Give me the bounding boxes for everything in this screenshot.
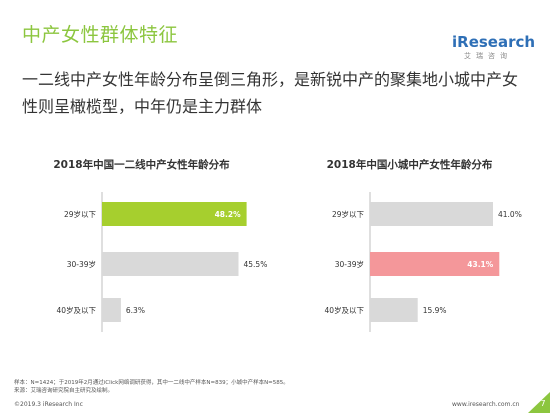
iresearch-logo: iResearch 艾瑞咨询: [452, 33, 536, 73]
slide-title: 中产女性群体特征: [22, 24, 179, 46]
category-label: 40岁及以下: [56, 305, 96, 315]
footnote: 样本：N=1424；于2019年2月通过iClick网络调研获得，其中一二线中产…: [14, 379, 289, 395]
bar-40岁及以下: [370, 298, 418, 322]
chart-tier1-age-distribution: 2018年中国一二线中产女性年龄分布 29岁以下 48.2% 30-39岁 45.5%…: [14, 157, 269, 357]
category-label: 40岁及以下: [324, 305, 364, 315]
logo-subtext: 艾瑞咨询: [464, 52, 512, 60]
slide-subtitle: 一二线中产女性年龄分布呈倒三角形，是新锐中产的聚集地小城中产女性则呈橄榄型，中年…: [22, 70, 519, 116]
category-label: 29岁以下: [332, 209, 365, 219]
value-label: 15.9%: [423, 306, 447, 315]
category-label: 30-39岁: [67, 259, 96, 269]
chart-smalltown-age-distribution: 2018年中国小城中产女性年龄分布 29岁以下 41.0% 30-39岁 43.1% 4…: [282, 157, 537, 357]
bar-chart-svg: 29岁以下 48.2% 30-39岁 45.5% 40岁及以下 6.3%: [56, 192, 268, 332]
chart-title: 2018年中国一二线中产女性年龄分布: [53, 159, 230, 171]
logo-wordmark: iResearch: [452, 33, 536, 51]
footnote-source: 来源：艾瑞咨询研究院自主研究及绘制。: [14, 388, 114, 394]
bar-30-39岁: [370, 252, 500, 276]
page-number: 7: [528, 392, 550, 413]
chart-title: 2018年中国小城中产女性年龄分布: [326, 159, 493, 171]
value-label: 6.3%: [126, 306, 145, 315]
category-label: 30-39岁: [335, 259, 364, 269]
value-label: 43.1%: [467, 260, 494, 269]
value-label: 45.5%: [244, 260, 268, 269]
footnote-sample: 样本：N=1424；于2019年2月通过iClick网络调研获得，其中一二线中产…: [14, 380, 289, 386]
copyright: ©2019.3 iResearch Inc: [14, 401, 83, 408]
bar-40岁及以下: [102, 298, 121, 322]
value-label: 48.2%: [215, 210, 242, 219]
category-label: 29岁以下: [64, 209, 97, 219]
bar-29岁以下: [102, 202, 247, 226]
bar-chart-svg: 29岁以下 41.0% 30-39岁 43.1% 40岁及以下 15.9%: [324, 192, 522, 332]
page-number-text: 7: [540, 399, 546, 408]
bar-30-39岁: [102, 252, 239, 276]
bar-29岁以下: [370, 202, 493, 226]
value-label: 41.0%: [498, 210, 522, 219]
website-url: www.iresearch.com.cn: [452, 401, 520, 408]
